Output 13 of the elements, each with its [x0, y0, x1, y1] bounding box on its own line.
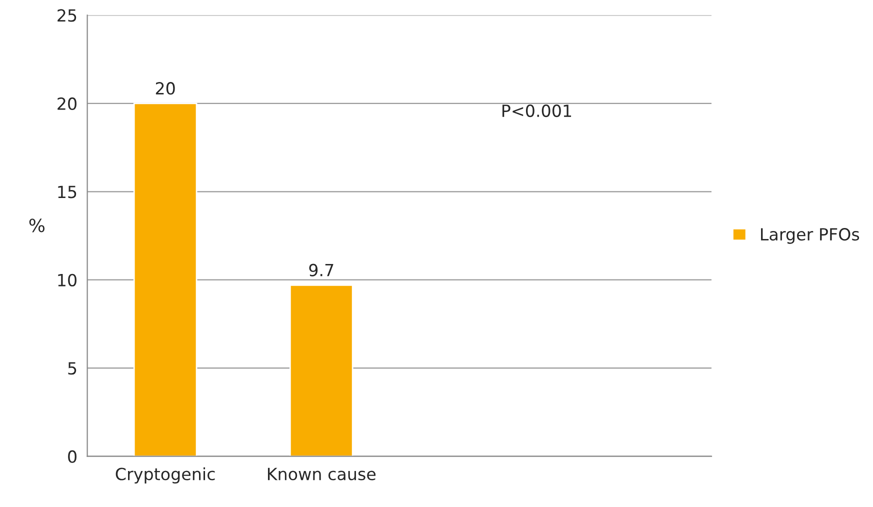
legend-label: Larger PFOs [761, 228, 860, 244]
y-tick-label: 5 [68, 362, 76, 375]
annotation: P<0.001 [502, 104, 572, 118]
y-tick-label: 0 [68, 450, 76, 463]
data-label: 9.7 [309, 264, 334, 276]
y-tick-label: 20 [58, 97, 76, 110]
x-tick-label: Cryptogenic [116, 467, 215, 484]
y-tick-label: 10 [58, 274, 76, 286]
y-tick-label: 25 [58, 9, 76, 22]
y-axis-title: % [29, 218, 45, 232]
x-tick-label: Known cause [268, 468, 376, 480]
data-label: 20 [156, 82, 175, 95]
y-tick-label: 15 [58, 186, 76, 198]
